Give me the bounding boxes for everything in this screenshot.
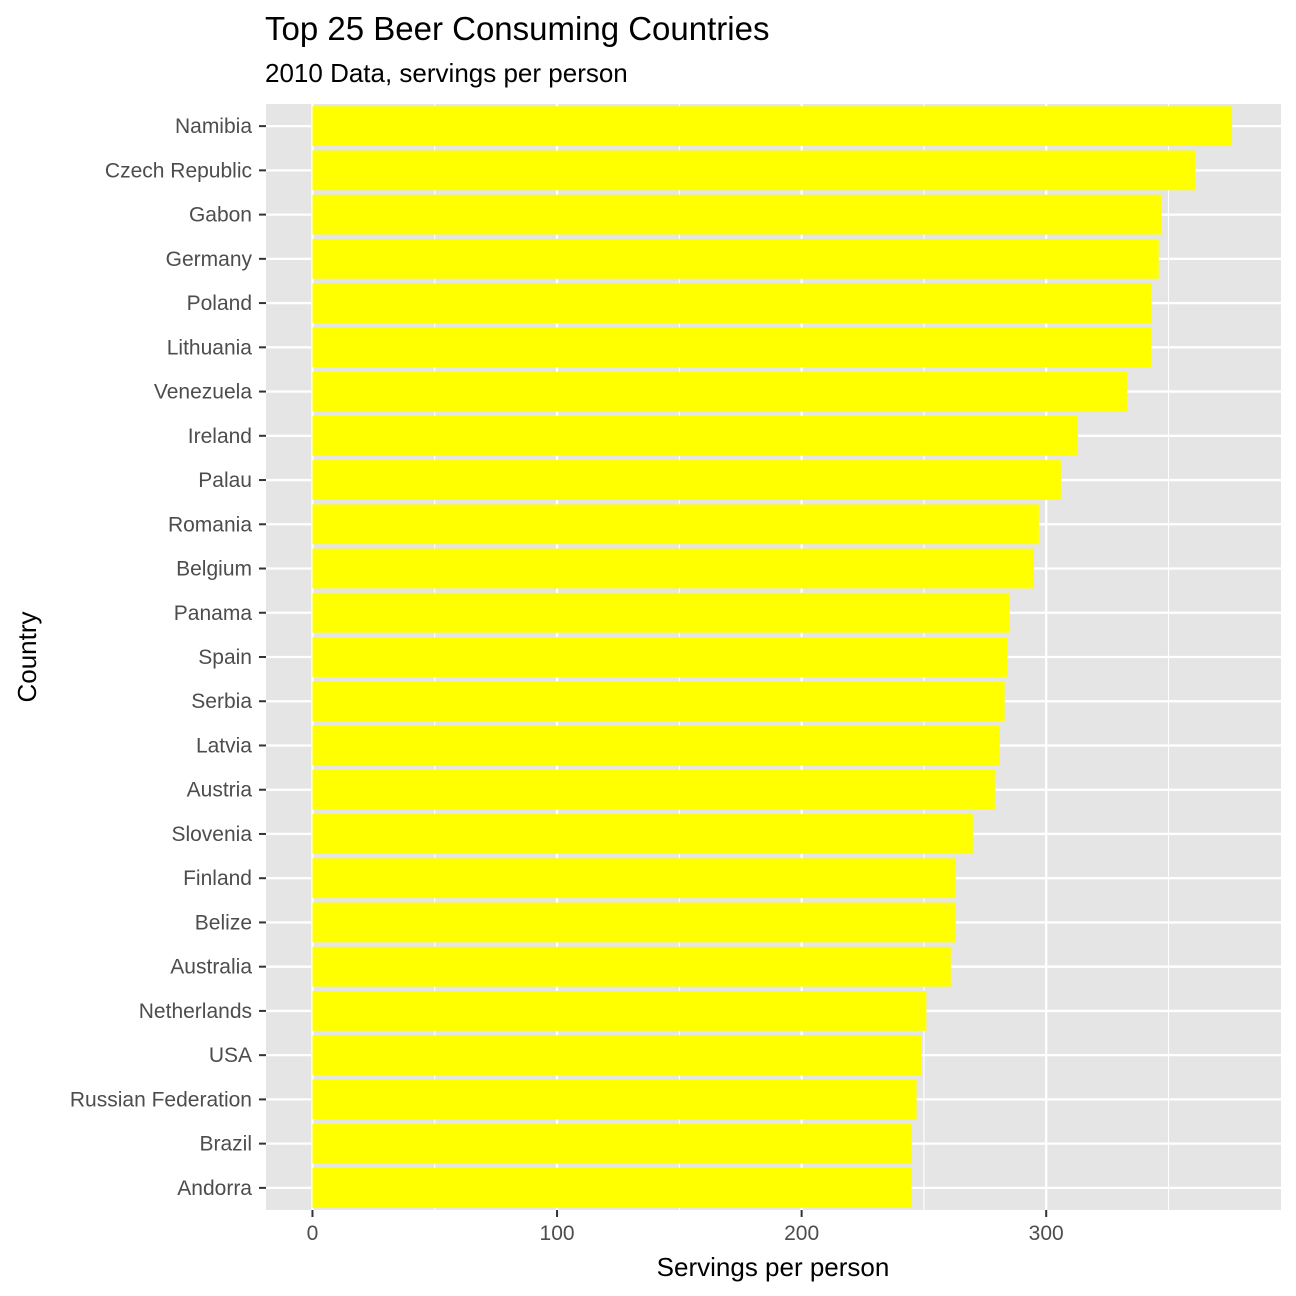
bar [312, 415, 1079, 456]
y-tick-label: Germany [166, 248, 253, 271]
bar [312, 725, 1000, 766]
y-tick-label: Belgium [176, 558, 252, 581]
bar [312, 371, 1127, 412]
bar [312, 194, 1162, 235]
y-tick-label: Australia [170, 956, 252, 979]
y-tick-label: Romania [168, 513, 252, 536]
bar [312, 327, 1152, 368]
x-axis-title: Servings per person [657, 1252, 890, 1282]
y-axis: Namibia Czech Republic Gabon Germany Poland L… [70, 115, 266, 1200]
bar [312, 592, 1010, 633]
bar [312, 504, 1039, 545]
bar [312, 991, 927, 1031]
bar [312, 769, 995, 810]
bar [312, 283, 1152, 323]
y-tick-label: Panama [174, 602, 253, 625]
y-tick-label: Gabon [189, 204, 252, 227]
y-tick-label: Poland [187, 292, 252, 315]
y-tick-label: Ireland [188, 425, 252, 448]
y-tick-label: USA [209, 1044, 252, 1067]
y-tick-label: Spain [198, 646, 252, 669]
y-tick-label: Finland [183, 867, 252, 890]
bar [312, 106, 1233, 147]
y-tick-label: Russian Federation [70, 1088, 252, 1111]
y-tick-label: Lithuania [167, 336, 253, 359]
y-tick-label: Latvia [196, 734, 252, 757]
chart-title: Top 25 Beer Consuming Countries [265, 10, 769, 47]
y-tick-label: Netherlands [139, 1000, 252, 1023]
y-tick-label: Palau [198, 469, 252, 492]
x-tick-label: 100 [540, 1222, 575, 1245]
y-tick-label: Belize [195, 911, 252, 934]
y-axis-title: Country [12, 611, 42, 702]
bar [312, 1079, 917, 1120]
x-axis: 0 100 200 300 [307, 1210, 1064, 1245]
x-tick-label: 0 [307, 1222, 319, 1245]
chart-subtitle: 2010 Data, servings per person [265, 58, 628, 88]
y-tick-label: Venezuela [154, 381, 252, 404]
bar [312, 858, 956, 899]
y-tick-label: Serbia [191, 690, 252, 713]
bar [312, 946, 951, 987]
x-tick-label: 300 [1029, 1222, 1064, 1245]
bar [312, 1035, 922, 1076]
y-tick-label: Brazil [199, 1133, 252, 1156]
bar [312, 902, 956, 943]
bar [312, 637, 1008, 677]
bar [312, 460, 1061, 500]
bar [312, 238, 1159, 279]
bar [312, 814, 973, 854]
bar [312, 1167, 912, 1208]
bar [312, 1123, 912, 1164]
bars [312, 106, 1233, 1208]
bar [312, 548, 1034, 589]
y-tick-label: Namibia [175, 115, 252, 138]
x-tick-label: 200 [784, 1222, 819, 1245]
bar [312, 150, 1196, 191]
bar [312, 681, 1005, 722]
y-tick-label: Czech Republic [105, 159, 252, 182]
y-tick-label: Austria [187, 779, 253, 802]
y-tick-label: Andorra [177, 1177, 252, 1200]
y-tick-label: Slovenia [171, 823, 252, 846]
